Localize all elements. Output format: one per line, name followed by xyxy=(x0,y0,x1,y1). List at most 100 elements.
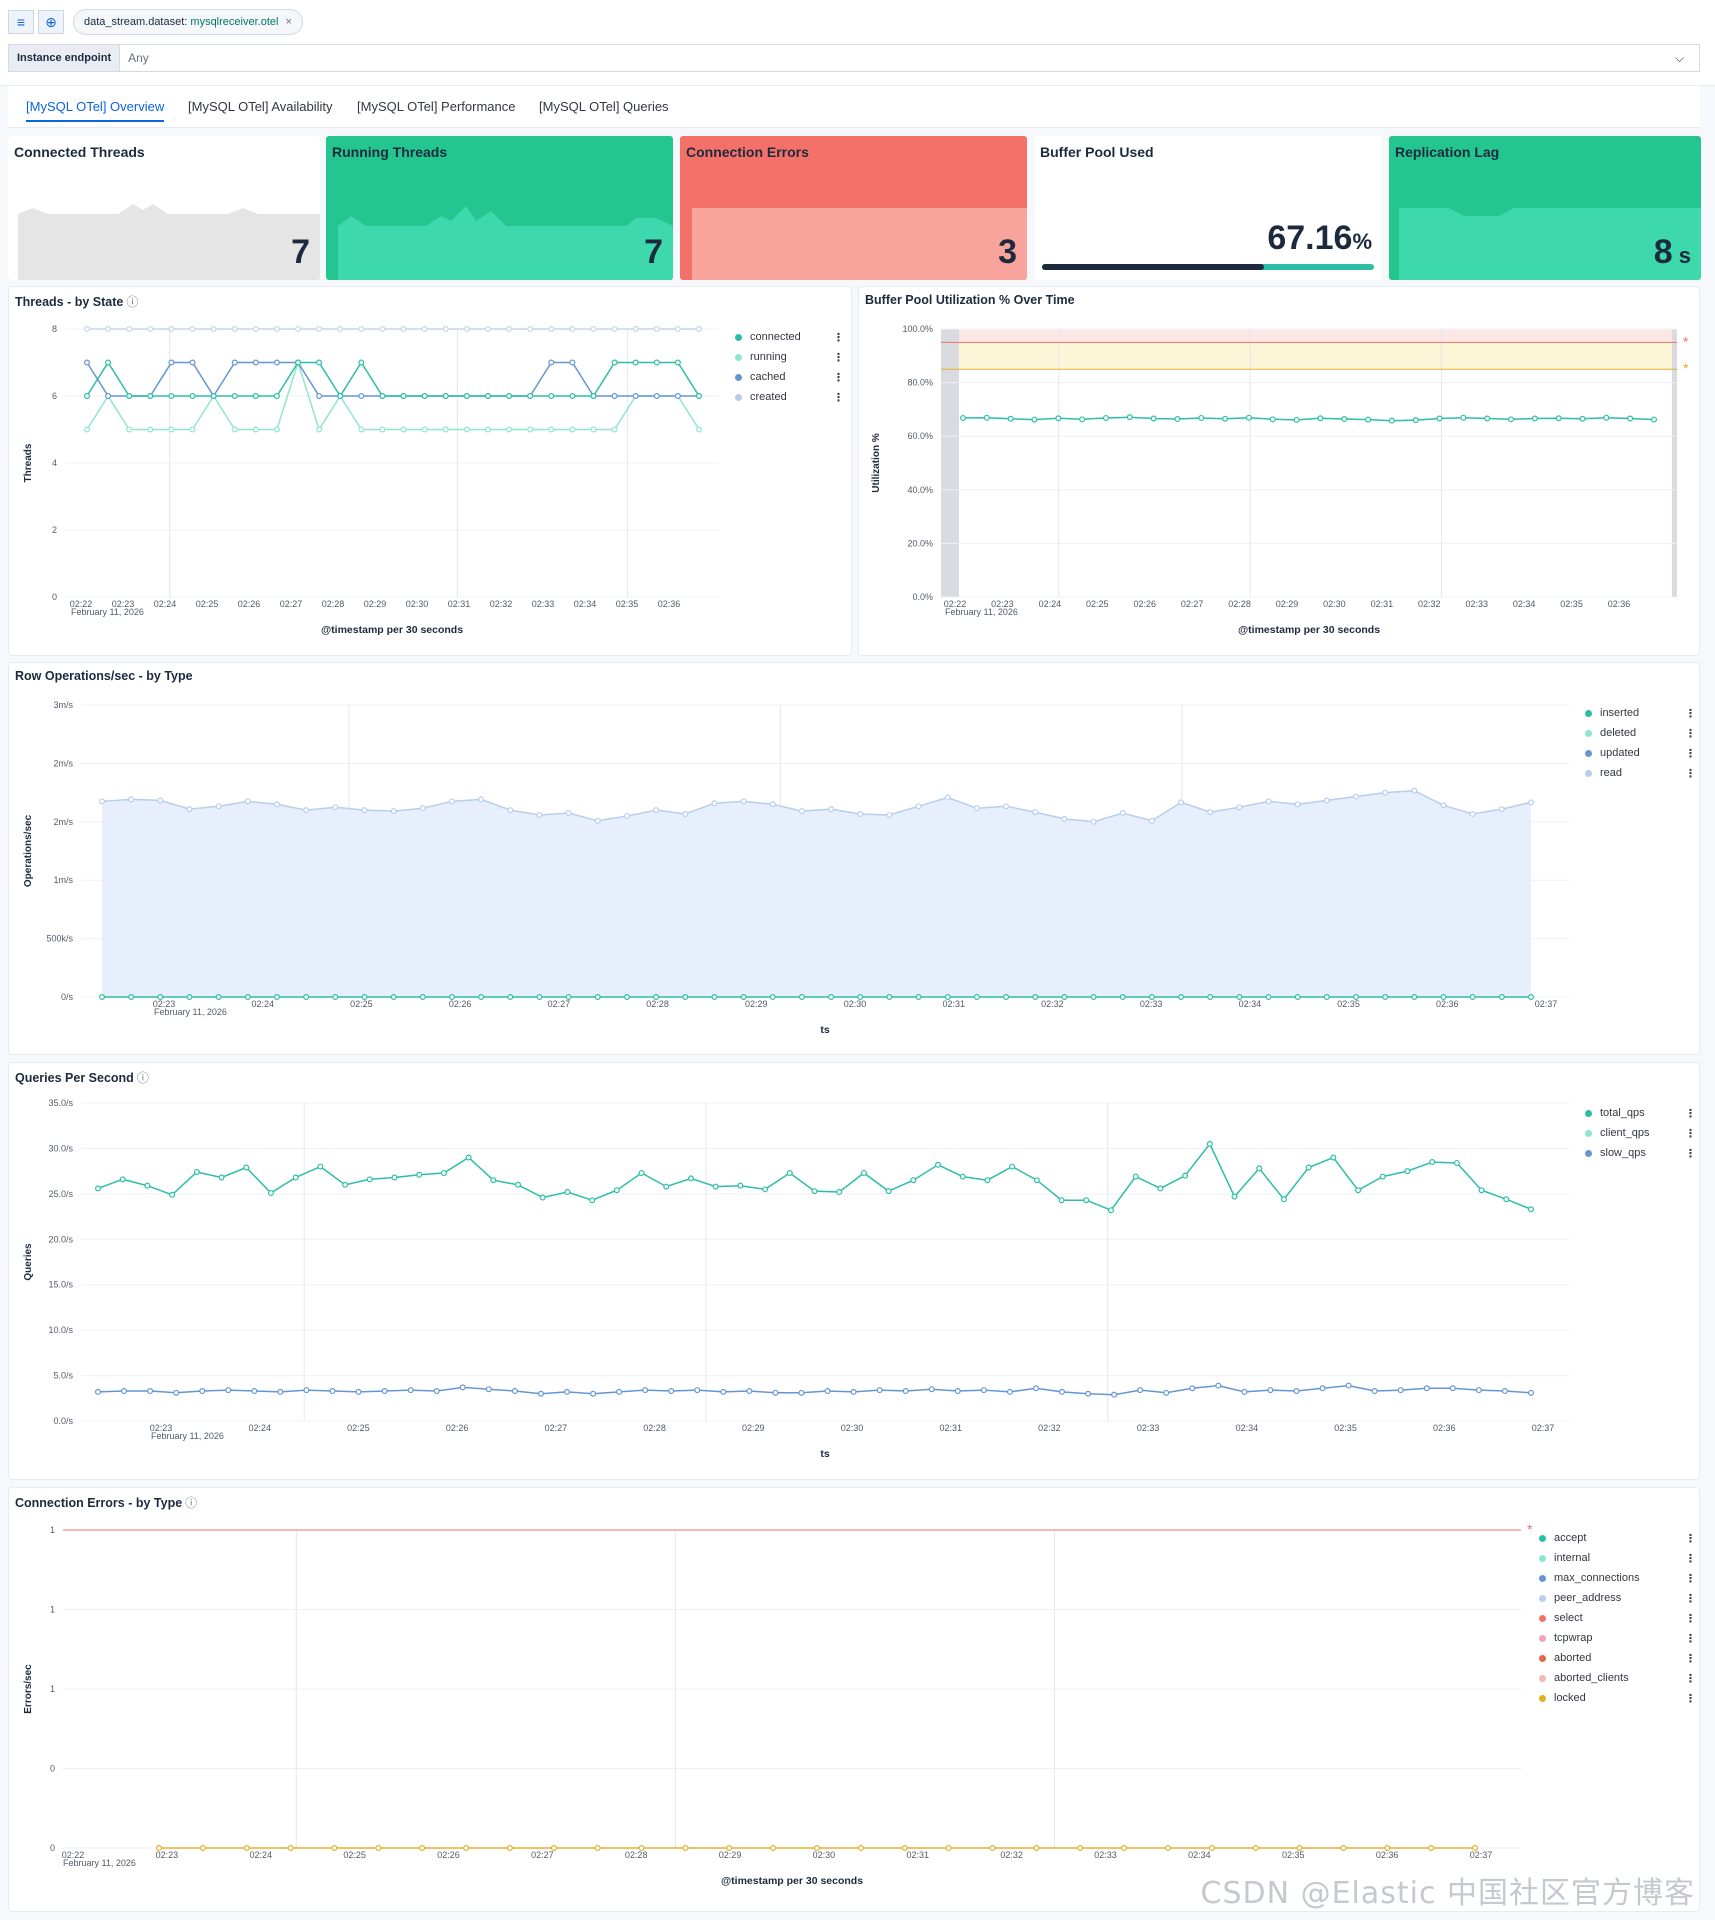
data-point-slow_qps xyxy=(850,1388,857,1395)
legend-item-running[interactable]: running ⋮ xyxy=(735,347,844,367)
legend-item-read[interactable]: read ⋮ xyxy=(1585,763,1696,783)
data-point-total_qps xyxy=(169,1191,176,1198)
data-point-created xyxy=(379,325,386,332)
metric-buffer-pool-used[interactable]: Buffer Pool Used 67.16% xyxy=(1034,136,1382,280)
chart-row-operations[interactable]: 0/s 500k/s 1m/s 2m/s 2m/s 3m/s 02:23 02:24 02:25… xyxy=(9,663,1701,1056)
legend-item-locked[interactable]: locked ⋮ xyxy=(1539,1688,1696,1708)
more-icon[interactable]: ⋮ xyxy=(1685,1127,1696,1140)
more-icon[interactable]: ⋮ xyxy=(1685,1552,1696,1565)
legend-item-accept[interactable]: accept ⋮ xyxy=(1539,1528,1696,1548)
more-icon[interactable]: ⋮ xyxy=(1685,1147,1696,1160)
data-point-inserted xyxy=(1003,994,1010,1001)
more-icon[interactable]: ⋮ xyxy=(1685,1532,1696,1545)
metric-connected-threads[interactable]: Connected Threads 7 xyxy=(8,136,320,280)
data-point-slow_qps xyxy=(355,1388,362,1395)
data-point-total_qps xyxy=(935,1161,942,1168)
data-point-created xyxy=(590,325,597,332)
legend-item-internal[interactable]: internal ⋮ xyxy=(1539,1548,1696,1568)
legend-item-aborted_clients[interactable]: aborted_clients ⋮ xyxy=(1539,1668,1696,1688)
x-tick-label: 02:33 xyxy=(532,599,555,609)
more-icon[interactable]: ⋮ xyxy=(1685,727,1696,740)
more-icon[interactable]: ⋮ xyxy=(833,371,844,384)
tab-availability[interactable]: [MySQL OTel] Availability xyxy=(188,99,333,114)
legend-item-connected[interactable]: connected ⋮ xyxy=(735,327,844,347)
data-point-locked xyxy=(638,1845,645,1852)
legend-item-updated[interactable]: updated ⋮ xyxy=(1585,743,1696,763)
more-icon[interactable]: ⋮ xyxy=(1685,1672,1696,1685)
close-icon[interactable]: × xyxy=(285,16,292,28)
legend-item-peer_address[interactable]: peer_address ⋮ xyxy=(1539,1588,1696,1608)
tab-queries[interactable]: [MySQL OTel] Queries xyxy=(539,99,669,114)
chevron-down-icon[interactable]: ⌵ xyxy=(1675,50,1685,65)
x-tick-label: 02:30 xyxy=(844,999,867,1009)
more-icon[interactable]: ⋮ xyxy=(833,391,844,404)
data-point-total_qps xyxy=(1305,1164,1312,1171)
more-icon[interactable]: ⋮ xyxy=(1685,747,1696,760)
data-point-connected xyxy=(590,392,597,399)
chart-queries-per-second[interactable]: 0.0/s 5.0/s 10.0/s 15.0/s 20.0/s 25.0/s 30.0/s… xyxy=(9,1063,1701,1481)
plus-circle-icon[interactable]: ⊕ xyxy=(38,10,64,34)
data-point-running xyxy=(463,426,470,433)
tab-performance[interactable]: [MySQL OTel] Performance xyxy=(357,99,516,114)
more-icon[interactable]: ⋮ xyxy=(1685,1572,1696,1585)
more-icon[interactable]: ⋮ xyxy=(1685,1692,1696,1705)
more-icon[interactable]: ⋮ xyxy=(1685,1652,1696,1665)
series-line-read xyxy=(101,789,1532,823)
data-point-running xyxy=(83,426,90,433)
metric-connection-errors[interactable]: Connection Errors 3 xyxy=(680,136,1027,280)
tab-overview[interactable]: [MySQL OTel] Overview xyxy=(26,99,165,122)
data-point-total_qps xyxy=(1157,1185,1164,1192)
filter-pill[interactable]: data_stream.dataset: mysqlreceiver.otel … xyxy=(73,9,303,35)
data-point-total_qps xyxy=(762,1186,769,1193)
x-tick-label: 02:27 xyxy=(545,1423,568,1433)
chart-connection-errors[interactable]: 0 0 1 1 1 02:22 02:23 02:24 02:25 02:26 02:27 02:28… xyxy=(9,1488,1701,1913)
filter-icon[interactable]: ≡ xyxy=(8,10,34,34)
legend-item-max_connections[interactable]: max_connections ⋮ xyxy=(1539,1568,1696,1588)
panel-title: Row Operations/sec - by Type xyxy=(15,669,193,683)
data-point-read xyxy=(1236,804,1243,811)
data-point-utilization xyxy=(1460,414,1467,421)
legend-item-tcpwrap[interactable]: tcpwrap ⋮ xyxy=(1539,1628,1696,1648)
legend-item-select[interactable]: select ⋮ xyxy=(1539,1608,1696,1628)
x-tick-label: 02:36 xyxy=(1433,1423,1456,1433)
more-icon[interactable]: ⋮ xyxy=(1685,707,1696,720)
x-tick-label: 02:26 xyxy=(449,999,472,1009)
control-value[interactable]: Any xyxy=(128,51,149,65)
more-icon[interactable]: ⋮ xyxy=(833,331,844,344)
metric-replication-lag[interactable]: Replication Lag 8 s xyxy=(1389,136,1701,280)
legend-item-total_qps[interactable]: total_qps ⋮ xyxy=(1585,1103,1696,1123)
data-point-created xyxy=(210,325,217,332)
data-point-slow_qps xyxy=(616,1388,623,1395)
more-icon[interactable]: ⋮ xyxy=(1685,1632,1696,1645)
more-icon[interactable]: ⋮ xyxy=(833,351,844,364)
legend-item-slow_qps[interactable]: slow_qps ⋮ xyxy=(1585,1143,1696,1163)
instance-endpoint-control[interactable]: Instance endpoint Any ⌵ xyxy=(8,44,1700,72)
series-line-total_qps xyxy=(97,1142,1532,1212)
data-point-total_qps xyxy=(589,1197,596,1204)
data-point-utilization xyxy=(1508,416,1515,423)
legend-item-created[interactable]: created ⋮ xyxy=(735,387,844,407)
legend-item-client_qps[interactable]: client_qps ⋮ xyxy=(1585,1123,1696,1143)
x-tick-label: 02:24 xyxy=(251,999,274,1009)
date-label: February 11, 2026 xyxy=(154,1007,227,1017)
chart-buffer-pool[interactable]: 0.0% 20.0% 40.0% 60.0% 80.0% 100.0% 02:22 02:23… xyxy=(859,287,1701,657)
data-point-inserted xyxy=(886,994,893,1001)
area-read xyxy=(102,790,1531,997)
more-icon[interactable]: ⋮ xyxy=(1685,767,1696,780)
more-icon[interactable]: ⋮ xyxy=(1685,1592,1696,1605)
y-tick-label: 6 xyxy=(52,391,57,401)
x-tick-label: 02:29 xyxy=(742,1423,765,1433)
data-point-running xyxy=(695,426,702,433)
more-icon[interactable]: ⋮ xyxy=(1685,1107,1696,1120)
legend-item-cached[interactable]: cached ⋮ xyxy=(735,367,844,387)
data-point-slow_qps xyxy=(876,1387,883,1394)
legend-item-deleted[interactable]: deleted ⋮ xyxy=(1585,723,1696,743)
data-point-connected xyxy=(252,392,259,399)
chart-threads[interactable]: 0 2 4 6 8 02:22 02:23 02:24 02:25 02:26 02:27 02:28… xyxy=(9,287,853,657)
y-tick-label: 0 xyxy=(50,1764,55,1774)
data-point-connected xyxy=(147,392,154,399)
more-icon[interactable]: ⋮ xyxy=(1685,1612,1696,1625)
metric-running-threads[interactable]: Running Threads 7 xyxy=(326,136,673,280)
legend-item-inserted[interactable]: inserted ⋮ xyxy=(1585,703,1696,723)
legend-item-aborted[interactable]: aborted ⋮ xyxy=(1539,1648,1696,1668)
